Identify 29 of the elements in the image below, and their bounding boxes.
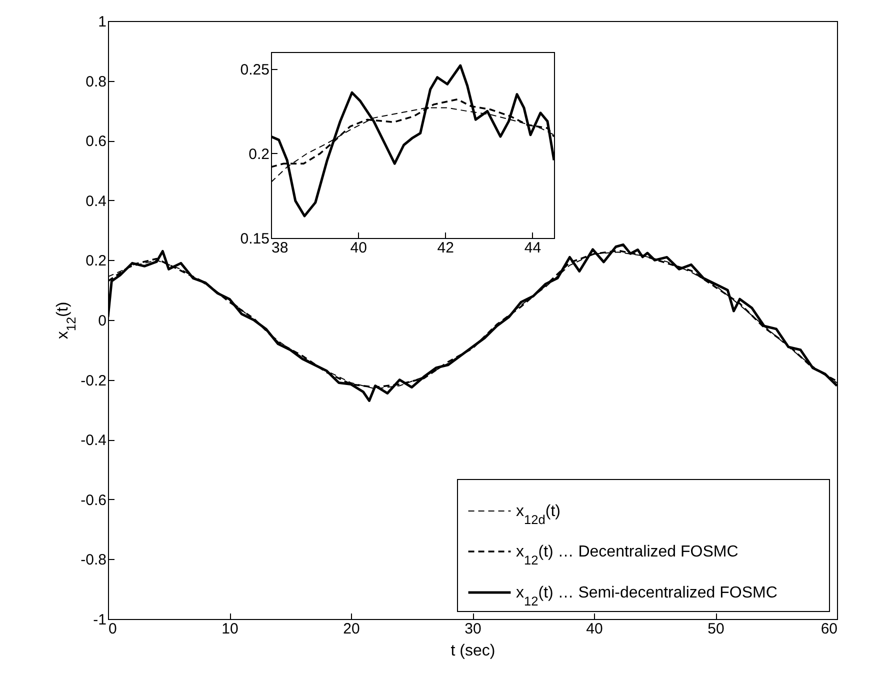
x-tick-label: 42	[437, 240, 454, 256]
y-tick-label: 0.25	[240, 61, 270, 78]
y-tick-label: 0.2	[86, 252, 106, 270]
y-tick-label: -0.6	[80, 492, 106, 509]
x-tick-label: 40	[586, 620, 603, 638]
x-tick-label: 30	[464, 620, 482, 638]
legend-label: x$_{12}$(t) … Decentralized FOSMC	[516, 544, 738, 567]
x-tick-label: 20	[343, 620, 360, 638]
x-tick-label: 0	[108, 620, 117, 638]
y-tick-label: -0.4	[80, 432, 106, 450]
legend-label: x$_{12d}$(t)	[516, 503, 560, 526]
x-tick-label: 60	[820, 620, 838, 638]
x-tick-label: 44	[524, 240, 542, 256]
x-tick-label: 38	[272, 240, 288, 256]
x-tick-label: 10	[222, 620, 238, 638]
x-axis-title: t (sec)	[450, 642, 496, 660]
y-tick-label: -0.8	[80, 552, 106, 569]
y-tick-label: 0.2	[248, 146, 270, 163]
y-tick-label: 0.4	[86, 192, 106, 210]
y-tick-label: 0	[98, 312, 106, 330]
legend-label: x$_{12}$(t) … Semi-decentralized FOSMC	[516, 584, 778, 608]
x-tick-label: 50	[708, 620, 724, 638]
y-tick-label: 1	[98, 14, 106, 30]
y-tick-label: -1	[93, 612, 106, 628]
y-tick-label: 0.8	[86, 73, 106, 90]
y-tick-label: 0.15	[240, 230, 270, 248]
x-tick-label: 40	[350, 240, 367, 256]
y-tick-label: 0.6	[86, 133, 106, 150]
y-tick-label: -0.2	[80, 372, 106, 390]
